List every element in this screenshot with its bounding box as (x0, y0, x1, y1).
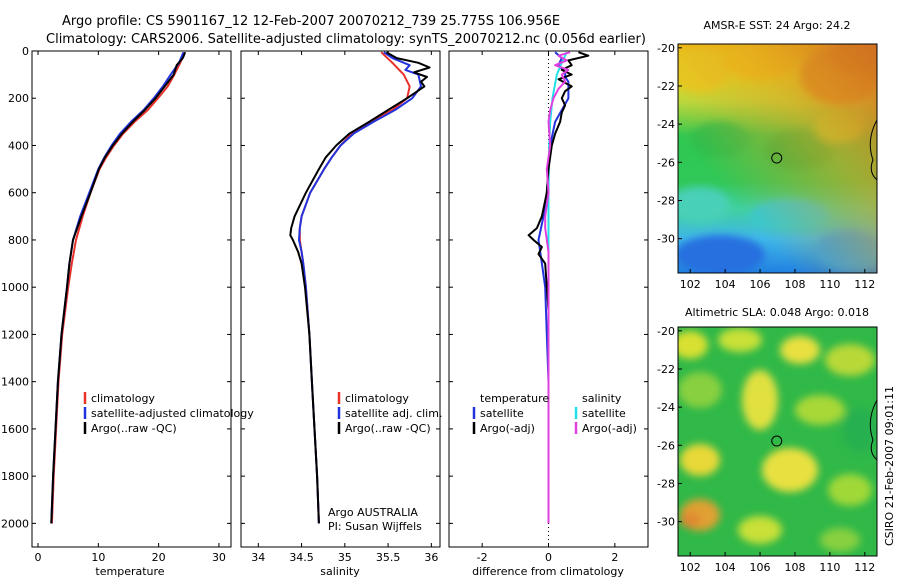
difference-profile-panel: -2 0 2 difference from climatology tempera… (448, 50, 649, 578)
x-tick-label: 10 (91, 551, 105, 564)
map-x-tick-label: 106 (750, 278, 771, 291)
y-tick-label: 200 (8, 92, 29, 105)
x-tick-label: 0 (545, 551, 552, 564)
map-x-tick-label: 104 (715, 561, 736, 574)
legend-entry: climatology (91, 392, 155, 405)
sst-field (678, 44, 877, 273)
legend-header-temperature: temperature (480, 392, 549, 405)
x-tick-label: 36 (424, 551, 438, 564)
legend-entry: satellite adj. clim. (345, 407, 442, 420)
sst-map-title: AMSR-E SST: 24 Argo: 24.2 (703, 19, 850, 32)
y-tick-label: 1600 (1, 423, 29, 436)
legend-entry: satellite (582, 407, 626, 420)
y-tick-label: 1000 (1, 281, 29, 294)
sla-coastline (869, 399, 877, 461)
salinity-plot-frame (240, 50, 441, 548)
map-y-tick-label: -22 (657, 80, 675, 93)
argo-float-location-marker (771, 435, 783, 447)
temperature-profile-panel: 0 10 20 30 0 200 400 600 800 1000 1200 1400 1600 1800… (1, 45, 254, 578)
map-y-tick-label: -24 (657, 118, 675, 131)
map-y-tick-label: -26 (657, 156, 675, 169)
series-line-blue (537, 51, 570, 524)
map-x-tick-label: 102 (680, 278, 701, 291)
map-x-tick-label: 110 (819, 561, 840, 574)
map-y-tick-label: -20 (657, 42, 675, 55)
series-line-red (50, 51, 186, 524)
map-x-tick-label: 106 (750, 561, 771, 574)
x-tick-label: 2 (611, 551, 618, 564)
map-y-tick-label: -26 (657, 439, 675, 452)
legend-entry: Argo(..raw -QC) (91, 422, 177, 435)
x-tick-label: 35.5 (376, 551, 401, 564)
sla-map-panel: Altimetric SLA: 0.048 Argo: 0.018 (657, 306, 878, 574)
x-tick-label: -2 (477, 551, 488, 564)
y-tick-label: 1400 (1, 376, 29, 389)
y-tick-label: 2000 (1, 517, 29, 530)
map-y-tick-label: -24 (657, 401, 675, 414)
series-line-black (289, 51, 431, 524)
y-tick-label: 400 (8, 139, 29, 152)
sst-coastline (869, 119, 877, 181)
credit-timestamp: CSIRO 21-Feb-2007 09:01:11 (883, 386, 896, 546)
y-tick-label: 1800 (1, 470, 29, 483)
map-y-tick-label: -28 (657, 477, 675, 490)
series-line-black (50, 51, 187, 524)
map-y-tick-label: -28 (657, 194, 675, 207)
map-x-tick-label: 102 (680, 561, 701, 574)
temperature-legend: climatology satellite-adjusted climatolo… (83, 392, 254, 435)
temperature-x-label: temperature (95, 565, 164, 578)
map-y-tick-label: -20 (657, 325, 675, 338)
y-tick-label: 800 (8, 234, 29, 247)
salinity-legend: climatology satellite adj. clim. Argo(..… (337, 392, 442, 435)
map-y-tick-label: -30 (657, 516, 675, 529)
principal-investigator-annotation: PI: Susan Wijffels (328, 520, 422, 533)
x-tick-label: 30 (212, 551, 226, 564)
x-tick-label: 20 (152, 551, 166, 564)
map-y-tick-label: -30 (657, 233, 675, 246)
legend-entry: Argo(-adj) (582, 422, 637, 435)
series-line-blue (50, 51, 185, 524)
x-tick-label: 34 (251, 551, 265, 564)
series-line-cyan (547, 51, 568, 524)
sla-map-frame (677, 326, 878, 557)
legend-entry: satellite-adjusted climatology (91, 407, 254, 420)
map-x-tick-label: 104 (715, 278, 736, 291)
y-tick-label: 600 (8, 187, 29, 200)
series-line-blue (298, 51, 422, 524)
sla-field (678, 327, 877, 556)
legend-entry: satellite (480, 407, 524, 420)
map-x-tick-label: 108 (784, 278, 805, 291)
difference-legend: temperature salinity satellite satellite… (472, 392, 637, 435)
legend-header-salinity: salinity (582, 392, 622, 405)
map-x-tick-label: 112 (854, 278, 875, 291)
y-tick-label: 1200 (1, 328, 29, 341)
map-y-tick-label: -22 (657, 363, 675, 376)
sla-map-title: Altimetric SLA: 0.048 Argo: 0.018 (685, 306, 869, 319)
header-line-1: Argo profile: CS 5901167_12 12-Feb-2007 … (62, 14, 560, 29)
legend-entry: Argo(..raw -QC) (345, 422, 431, 435)
salinity-x-label: salinity (320, 565, 360, 578)
sst-map-panel: AMSR-E SST: 24 Argo: 24.2 102 104 106 108 11… (657, 19, 878, 291)
header-line-2: Climatology: CARS2006. Satellite-adjuste… (46, 32, 646, 47)
float-owner-annotation: Argo AUSTRALIA (328, 506, 418, 519)
x-tick-label: 35 (338, 551, 352, 564)
sst-map-frame (677, 43, 878, 274)
x-tick-label: 0 (35, 551, 42, 564)
legend-entry: climatology (345, 392, 409, 405)
map-x-tick-label: 108 (784, 561, 805, 574)
y-tick-label: 0 (22, 45, 29, 58)
difference-x-label: difference from climatology (472, 565, 624, 578)
temperature-plot-frame (31, 50, 232, 548)
legend-entry: Argo(-adj) (480, 422, 535, 435)
map-x-tick-label: 112 (854, 561, 875, 574)
series-line-black (527, 51, 590, 524)
salinity-profile-panel: 34 34.5 35 35.5 36 salinity climatology sate… (240, 50, 442, 578)
argo-float-location-marker (771, 152, 783, 164)
series-line-magenta (544, 51, 571, 524)
x-tick-label: 34.5 (289, 551, 314, 564)
map-x-tick-label: 110 (819, 278, 840, 291)
